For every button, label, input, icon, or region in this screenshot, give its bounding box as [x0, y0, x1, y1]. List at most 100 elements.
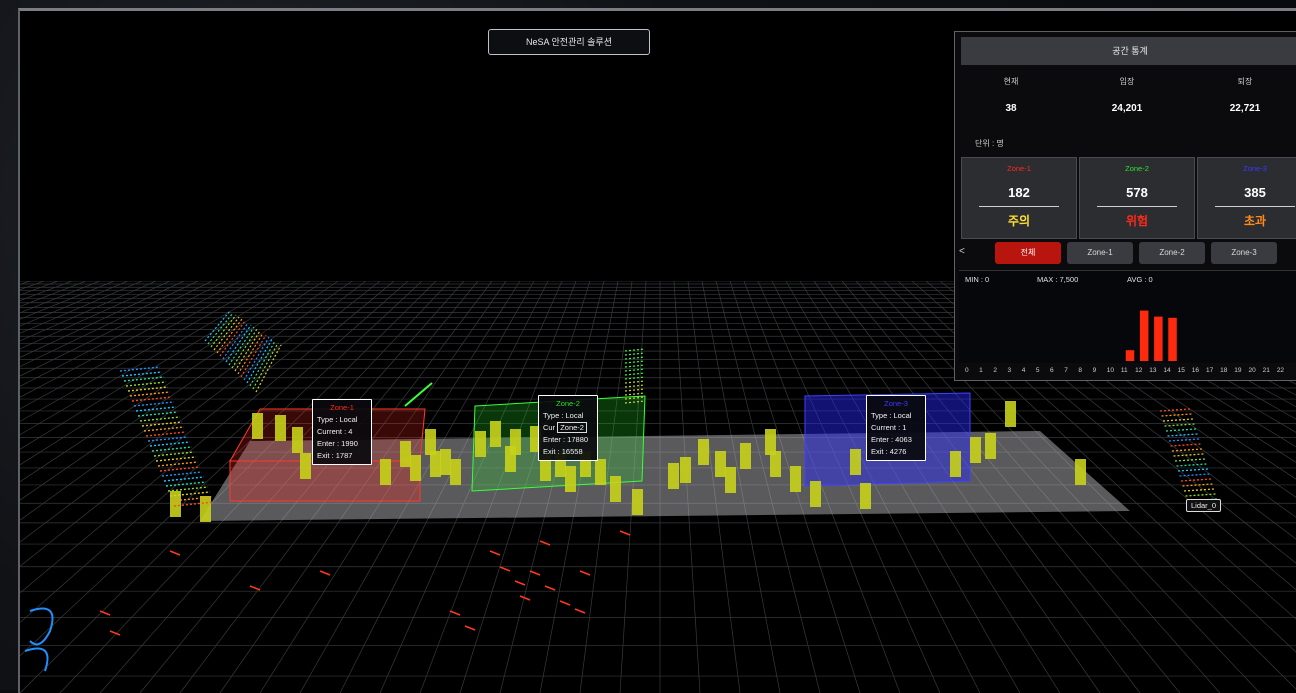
- zone-card-2-divider: [1097, 206, 1177, 207]
- lidar-streak: [1171, 448, 1203, 452]
- lidar-streak: [123, 376, 165, 382]
- lidar-streak: [167, 486, 209, 492]
- x-tick-label: 22: [1276, 367, 1285, 374]
- person-block: [668, 463, 679, 489]
- person-block: [790, 466, 801, 492]
- zone-3-current: Current : 1: [871, 423, 907, 432]
- person-block: [985, 433, 996, 459]
- lidar-streak: [1167, 433, 1198, 437]
- x-tick-label: 17: [1205, 367, 1214, 374]
- chart-avg: AVG : 0: [1127, 275, 1153, 284]
- lidar-streak: [125, 381, 167, 387]
- lidar-streak: [145, 431, 187, 437]
- x-tick-label: 13: [1149, 367, 1157, 374]
- x-tick-label: 0: [965, 367, 969, 374]
- lidar-streak: [153, 451, 195, 457]
- lidar-streak: [131, 396, 173, 402]
- lidar-streak: [222, 322, 249, 360]
- zone-card-1[interactable]: Zone-1 182 주의: [961, 157, 1077, 239]
- lidar-streak: [1162, 418, 1194, 422]
- tab-all[interactable]: 전체: [995, 242, 1061, 264]
- lidar-streak: [1177, 468, 1209, 472]
- chart-bar-13: [1154, 316, 1163, 361]
- tab-zone-2[interactable]: Zone-2: [1139, 242, 1205, 264]
- lidar-streak: [624, 368, 646, 372]
- zone-1-enter: Enter : 1990: [317, 439, 358, 448]
- lidar-streak: [225, 324, 252, 363]
- lidar-streak: [240, 334, 267, 378]
- person-block: [860, 483, 871, 509]
- lidar-tag[interactable]: Lidar_0: [1186, 499, 1222, 512]
- zone-card-3-count: 385: [1244, 185, 1266, 200]
- lidar-streak: [207, 312, 234, 345]
- summary-exit-label: 퇴장: [1237, 77, 1253, 86]
- zone-1-type: Type : Local: [317, 415, 358, 424]
- x-tick-label: 3: [1007, 367, 1012, 374]
- x-tick-label: 10: [1106, 367, 1114, 374]
- person-block: [170, 491, 181, 517]
- person-block: [530, 426, 541, 452]
- summary-exit: 퇴장 22,721: [1195, 76, 1295, 114]
- lidar-streak: [246, 338, 273, 384]
- x-tick-label: 16: [1191, 367, 1200, 374]
- person-block: [555, 451, 566, 477]
- lidar-arc: [29, 607, 54, 646]
- lidar-streak: [137, 411, 179, 417]
- lidar-streak: [151, 446, 193, 452]
- lidar-point: [169, 550, 181, 556]
- x-tick-label: 18: [1220, 367, 1228, 374]
- zone-2-enter: Enter : 17880: [543, 435, 589, 444]
- person-block: [252, 413, 263, 439]
- x-tick-label: 5: [1035, 367, 1040, 374]
- person-block: [698, 439, 709, 465]
- tab-prev-arrow-icon[interactable]: <: [959, 246, 965, 257]
- x-tick-label: 1: [979, 367, 983, 374]
- zone-1-current: Current : 4: [317, 427, 353, 436]
- person-block: [725, 467, 736, 493]
- zone-card-3[interactable]: Zone-3 385 초과: [1197, 157, 1296, 239]
- chart-min: MIN : 0: [965, 275, 990, 284]
- zone-card-2-name: Zone-2: [1125, 164, 1149, 173]
- lidar-streak: [216, 318, 243, 354]
- lidar-streak: [624, 396, 646, 400]
- lidar-point: [319, 570, 331, 576]
- lidar-streak: [1179, 473, 1210, 477]
- lidar-point: [529, 570, 541, 576]
- lidar-streak: [1182, 483, 1213, 487]
- person-block: [400, 441, 411, 467]
- tab-zone-1[interactable]: Zone-1: [1067, 242, 1133, 264]
- person-block: [770, 451, 781, 477]
- zone-3-type: Type : Local: [871, 411, 912, 420]
- app-title: NeSA 안전관리 솔루션: [488, 29, 650, 55]
- summary-current-label: 현재: [1003, 77, 1019, 86]
- lidar-streak: [213, 316, 240, 351]
- lidar-streak: [249, 340, 276, 387]
- x-tick-label: 8: [1078, 367, 1083, 374]
- lidar-point: [574, 608, 586, 614]
- lidar-streak: [1176, 463, 1207, 467]
- zone-card-2[interactable]: Zone-2 578 위험: [1079, 157, 1195, 239]
- zone-1-box-front: [229, 460, 421, 502]
- lidar-point: [449, 610, 461, 616]
- person-block: [970, 437, 981, 463]
- panel-header: 공간 통계: [961, 37, 1296, 65]
- x-tick-label: 7: [1064, 367, 1068, 374]
- lidar-arc: [24, 647, 49, 672]
- lidar-streak: [139, 416, 181, 422]
- zone-card-3-divider: [1215, 206, 1295, 207]
- lidar-streak: [135, 406, 177, 412]
- 3d-viewport[interactable]: NeSA 안전관리 솔루션 Zone-1 Type : Local Curren…: [18, 8, 1296, 693]
- tab-zone-3[interactable]: Zone-3: [1211, 242, 1277, 264]
- lidar-streak: [624, 392, 646, 396]
- lidar-streak: [1161, 413, 1192, 417]
- lidar-point: [559, 600, 571, 606]
- zone-2-type: Type : Local: [543, 411, 584, 420]
- zone-2-current-text: Cur: [543, 423, 556, 432]
- lidar-streak: [204, 310, 231, 342]
- lidar-streak: [624, 376, 646, 380]
- person-block: [430, 451, 441, 477]
- person-block: [715, 451, 726, 477]
- lidar-streak: [147, 436, 189, 442]
- lidar-streak: [165, 481, 207, 487]
- zone-1-name: Zone-1: [330, 403, 354, 412]
